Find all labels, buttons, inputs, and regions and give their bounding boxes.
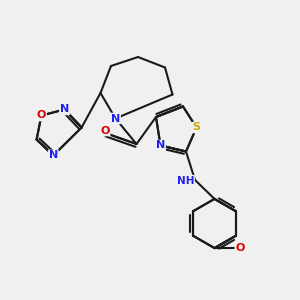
Text: O: O (37, 110, 46, 121)
Text: NH: NH (177, 176, 194, 186)
Text: N: N (60, 104, 69, 115)
Text: O: O (235, 243, 245, 253)
Text: N: N (49, 150, 58, 161)
Text: N: N (111, 113, 120, 124)
Text: O: O (100, 125, 110, 136)
Text: S: S (193, 122, 200, 133)
Text: N: N (156, 140, 165, 151)
